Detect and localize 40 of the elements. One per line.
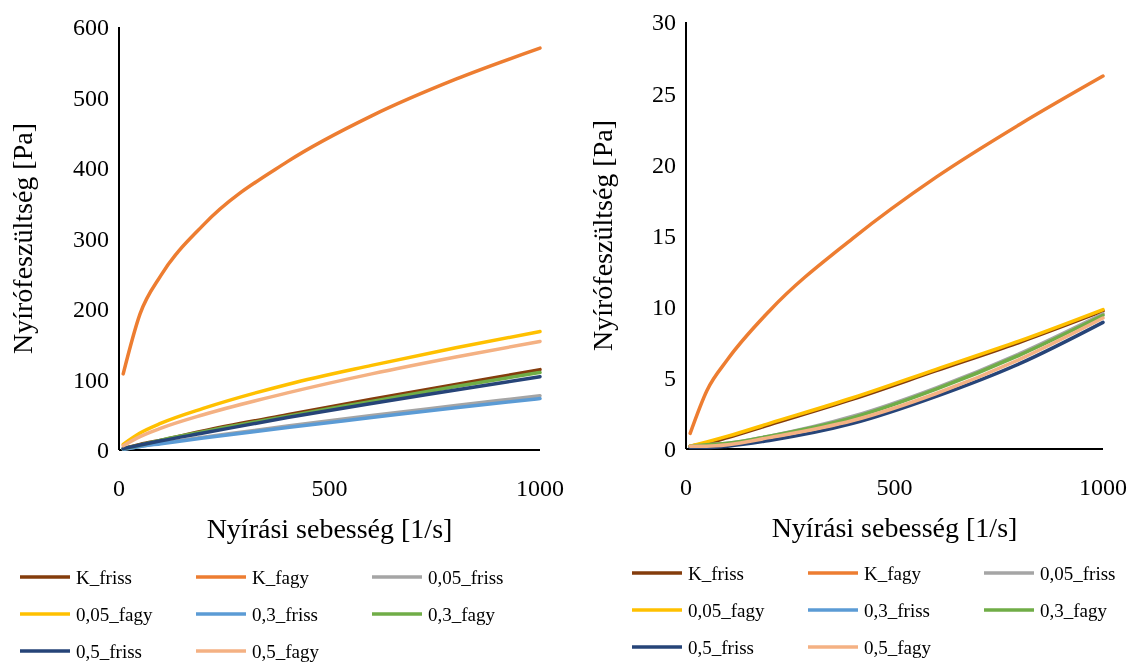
x-tick-label: 500 (876, 474, 913, 500)
y-tick-label: 0 (97, 437, 109, 464)
y-tick-label: 200 (73, 296, 109, 323)
y-axis-title: Nyírófeszültség [Pa] (7, 123, 38, 354)
y-tick-label: 0 (664, 436, 676, 463)
legend-label: 0,3_friss (864, 599, 930, 621)
x-axis-title: Nyírási sebesség [1/s] (206, 513, 453, 544)
x-tick-label: 500 (311, 475, 348, 501)
y-tick-label: 20 (652, 151, 676, 178)
y-tick-label: 25 (652, 80, 676, 107)
legend-label: 0,5_fagy (864, 636, 932, 658)
legend-label: K_fagy (252, 566, 310, 588)
legend-label: 0,05_fagy (688, 599, 766, 621)
legend-label: 0,05_fagy (76, 603, 154, 625)
legend-label: 0,3_fagy (1040, 599, 1108, 621)
x-tick-label: 1000 (1079, 474, 1127, 500)
y-tick-label: 100 (73, 366, 109, 393)
legend-label: 0,5_fagy (252, 640, 320, 662)
x-tick-label: 1000 (516, 475, 564, 501)
y-tick-label: 15 (652, 222, 676, 249)
legend-label: 0,05_friss (428, 566, 504, 588)
y-tick-label: 10 (652, 294, 676, 321)
x-tick-label: 0 (680, 474, 692, 500)
legend-label: 0,05_friss (1040, 562, 1116, 584)
y-axis-title: Nyírófeszültség [Pa] (587, 120, 618, 351)
x-tick-label: 0 (113, 475, 125, 501)
legend-label: K_friss (76, 566, 132, 588)
y-tick-label: 300 (73, 225, 109, 252)
legend-label: 0,5_friss (688, 636, 754, 658)
x-axis-title: Nyírási sebesség [1/s] (771, 512, 1018, 543)
y-tick-label: 500 (73, 84, 109, 111)
y-tick-label: 30 (652, 9, 676, 36)
legend-label: 0,3_fagy (428, 603, 496, 625)
y-tick-label: 600 (73, 14, 109, 41)
y-tick-label: 400 (73, 155, 109, 182)
legend-label: 0,3_friss (252, 603, 318, 625)
y-tick-label: 5 (664, 365, 676, 392)
legend-label: 0,5_friss (76, 640, 142, 662)
legend-label: K_friss (688, 562, 744, 584)
legend-label: K_fagy (864, 562, 922, 584)
